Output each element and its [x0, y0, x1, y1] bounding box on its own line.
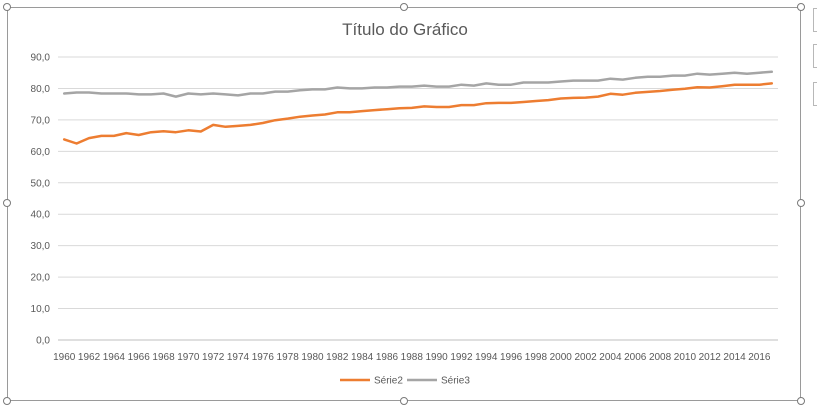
- x-tick-label: 1964: [103, 352, 126, 363]
- x-tick-label: 2010: [674, 352, 697, 363]
- series-line-s-rie3[interactable]: [62, 70, 774, 98]
- x-tick-label: 1996: [500, 352, 523, 363]
- x-tick-label: 1966: [128, 352, 151, 363]
- chart-area[interactable]: Título do Gráfico 0,0 10,0 20,0 30,0 40,0 50,…: [7, 7, 801, 401]
- y-tick-label: 80,0: [31, 84, 51, 95]
- x-tick-label: 2014: [723, 352, 746, 363]
- y-tick-label: 70,0: [31, 115, 51, 126]
- y-axis-ticks: 0,0 10,0 20,0 30,0 40,0 50,0 60,0 70,0 80,0 90,0: [31, 53, 51, 347]
- x-tick-label: 1994: [475, 352, 498, 363]
- y-tick-label: 20,0: [31, 273, 51, 284]
- x-tick-label: 2008: [649, 352, 672, 363]
- resize-handle-middle-left[interactable]: [3, 199, 11, 207]
- chart-title: Título do Gráfico: [342, 20, 468, 39]
- x-tick-label: 1968: [152, 352, 175, 363]
- series-lines: [62, 70, 774, 145]
- chart-filters-button[interactable]: [813, 82, 817, 106]
- x-axis-ticks: 1960 1962 1964 1966 1968 1970 1972 1974 1976 1978…: [53, 352, 771, 363]
- x-tick-label: 1962: [78, 352, 101, 363]
- x-tick-label: 1978: [277, 352, 300, 363]
- legend-label: Série2: [374, 376, 403, 387]
- y-tick-label: 40,0: [31, 210, 51, 221]
- x-tick-label: 1992: [450, 352, 473, 363]
- x-tick-label: 1980: [301, 352, 324, 363]
- legend: Série2 Série3: [340, 376, 470, 387]
- x-tick-label: 2006: [624, 352, 647, 363]
- resize-handle-top-center[interactable]: [400, 3, 408, 11]
- x-tick-label: 2016: [748, 352, 771, 363]
- x-tick-label: 2000: [550, 352, 573, 363]
- resize-handle-bottom-left[interactable]: [3, 397, 11, 405]
- x-tick-label: 1984: [351, 352, 374, 363]
- chart-elements-button[interactable]: [813, 8, 817, 32]
- resize-handle-middle-right[interactable]: [797, 199, 805, 207]
- x-tick-label: 1998: [525, 352, 548, 363]
- x-tick-label: 1960: [53, 352, 76, 363]
- legend-label: Série3: [441, 376, 470, 387]
- resize-handle-bottom-right[interactable]: [797, 397, 805, 405]
- x-tick-label: 2002: [574, 352, 597, 363]
- y-tick-label: 30,0: [31, 241, 51, 252]
- y-tick-label: 0,0: [36, 336, 50, 347]
- gridlines: [58, 56, 778, 341]
- series-line-s-rie2[interactable]: [62, 82, 774, 145]
- x-tick-label: 1982: [326, 352, 349, 363]
- x-tick-label: 1972: [202, 352, 225, 363]
- x-tick-label: 1990: [425, 352, 448, 363]
- y-tick-label: 90,0: [31, 53, 51, 64]
- x-tick-label: 1986: [376, 352, 399, 363]
- chart-styles-button[interactable]: [813, 44, 817, 68]
- x-tick-label: 1974: [227, 352, 250, 363]
- line-chart: Título do Gráfico 0,0 10,0 20,0 30,0 40,0 50,…: [31, 20, 778, 387]
- x-tick-label: 2004: [599, 352, 622, 363]
- y-tick-label: 60,0: [31, 147, 51, 158]
- x-tick-label: 1988: [401, 352, 424, 363]
- y-tick-label: 10,0: [31, 304, 51, 315]
- x-tick-label: 1976: [252, 352, 275, 363]
- x-tick-label: 2012: [699, 352, 722, 363]
- x-tick-label: 1970: [177, 352, 200, 363]
- resize-handle-top-left[interactable]: [3, 3, 11, 11]
- resize-handle-top-right[interactable]: [797, 3, 805, 11]
- y-tick-label: 50,0: [31, 178, 51, 189]
- resize-handle-bottom-center[interactable]: [400, 397, 408, 405]
